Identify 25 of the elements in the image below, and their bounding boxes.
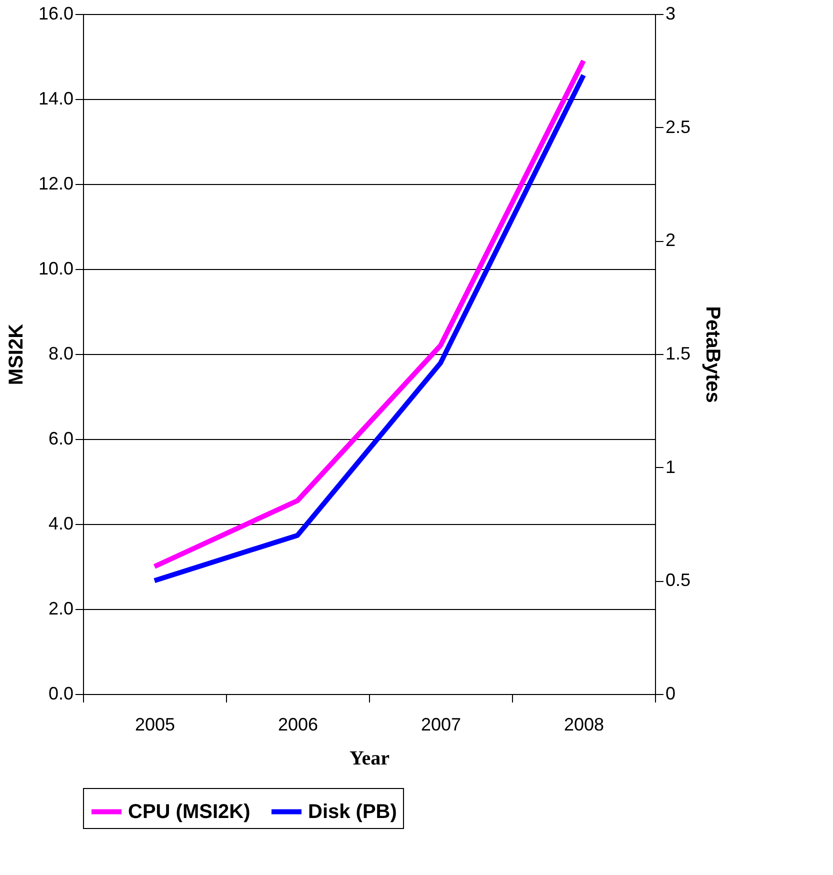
- y-tick-label: 8.0: [48, 344, 74, 364]
- y-tick-label: 16.0: [38, 4, 74, 24]
- y-tick-label: 0.0: [48, 684, 74, 704]
- y2-tick-label: 0: [666, 684, 676, 704]
- y-axis-title: MSI2K: [5, 323, 28, 386]
- y2-axis-title: PetaBytes: [702, 306, 724, 403]
- legend-label: Disk (PB): [308, 800, 397, 823]
- y2-tick-label: 0.5: [666, 570, 691, 590]
- y2-tick-label: 2.5: [666, 116, 691, 137]
- x-tick-label: 2005: [134, 714, 176, 734]
- y-tick-label: 10.0: [38, 258, 74, 278]
- y2-tick-label: 1.5: [666, 344, 691, 364]
- y-tick-label: 12.0: [38, 174, 74, 194]
- y-tick-label: 6.0: [48, 428, 74, 448]
- legend-label: CPU (MSI2K): [128, 800, 250, 823]
- x-axis-title: Year: [350, 748, 390, 770]
- x-tick-label: 2007: [420, 714, 462, 734]
- y2-tick-label: 3: [666, 4, 676, 24]
- y-tick-label: 14.0: [38, 88, 74, 108]
- y-tick-label: 4.0: [48, 514, 74, 534]
- y-tick-label: 2.0: [48, 598, 74, 618]
- y2-tick-label: 1: [666, 456, 676, 477]
- x-tick-label: 2006: [278, 714, 318, 734]
- y2-tick-label: 2: [666, 230, 676, 250]
- x-tick-label: 2008: [564, 714, 604, 734]
